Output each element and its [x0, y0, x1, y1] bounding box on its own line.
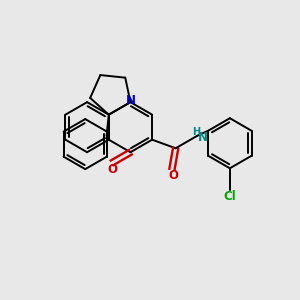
Text: N: N — [126, 94, 136, 107]
Text: Cl: Cl — [224, 190, 236, 203]
Text: O: O — [107, 163, 117, 176]
Text: N: N — [198, 131, 208, 144]
Text: H: H — [192, 127, 200, 137]
Text: O: O — [168, 169, 178, 182]
